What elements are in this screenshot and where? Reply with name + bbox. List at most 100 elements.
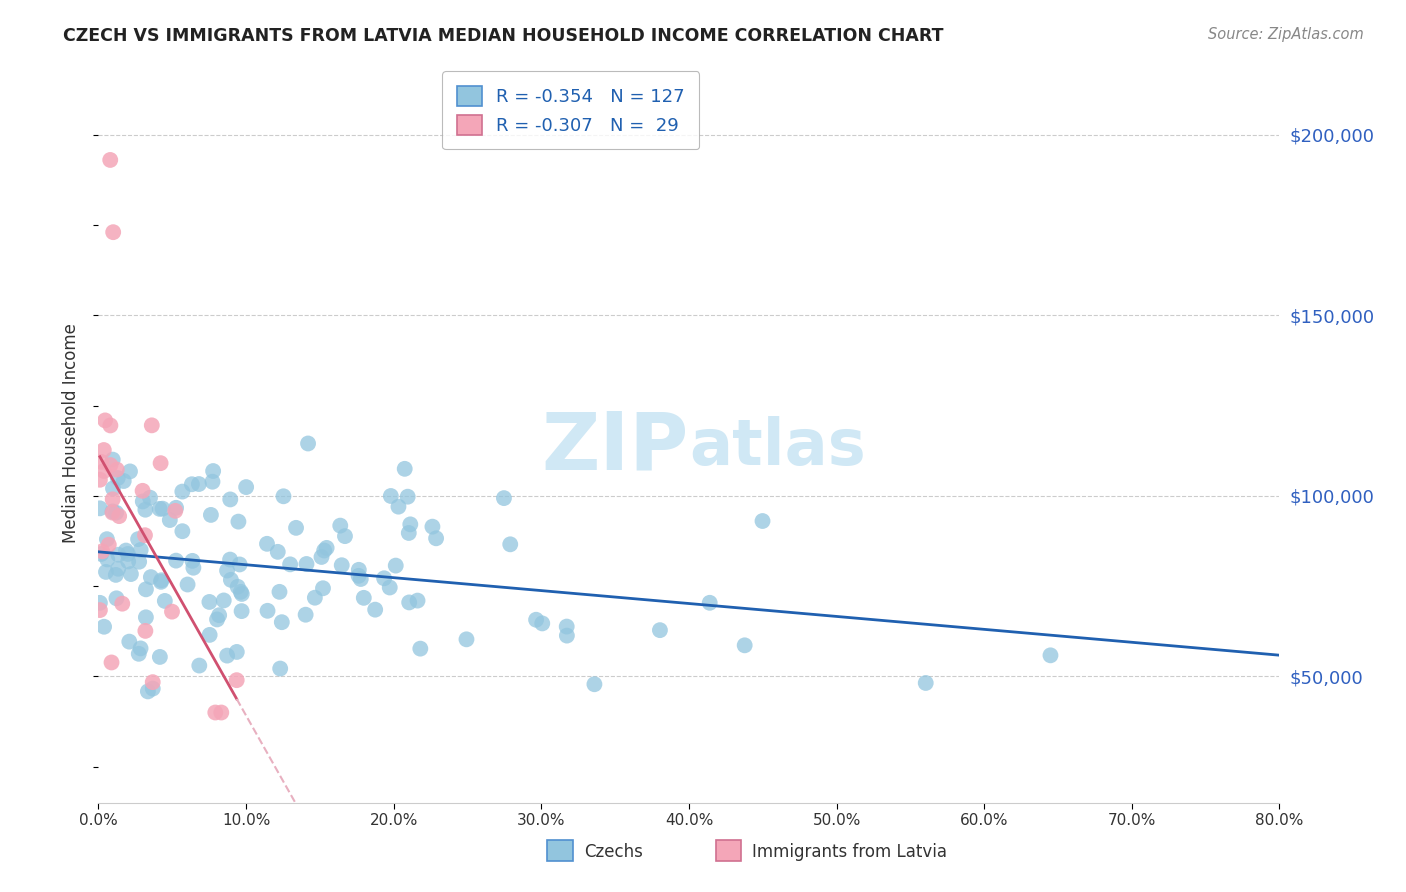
Point <box>90 455 112 469</box>
Point <box>297 436 319 450</box>
Point <box>129 543 152 558</box>
Point <box>353 591 375 605</box>
Point <box>107 548 129 562</box>
Point <box>396 490 419 504</box>
Point <box>120 567 142 582</box>
Point <box>153 594 176 608</box>
Point <box>180 477 202 491</box>
Point <box>188 658 211 673</box>
Point <box>219 552 242 566</box>
Point <box>128 647 150 661</box>
Point <box>751 514 773 528</box>
Point <box>150 574 173 588</box>
Point <box>107 562 129 576</box>
Point <box>201 475 224 489</box>
Point <box>141 418 163 433</box>
Point <box>734 638 756 652</box>
Point <box>115 543 138 558</box>
Point <box>235 480 257 494</box>
Point <box>380 489 402 503</box>
Point <box>97 538 120 552</box>
Point <box>269 662 291 676</box>
Point <box>269 585 291 599</box>
Point <box>278 558 301 572</box>
Point <box>118 464 141 478</box>
Text: ZIP: ZIP <box>541 409 689 486</box>
Point <box>914 676 936 690</box>
Point <box>89 603 111 617</box>
Point <box>384 558 406 573</box>
Point <box>347 569 370 583</box>
Point <box>111 597 134 611</box>
Point <box>219 573 242 587</box>
Point <box>231 587 253 601</box>
Point <box>100 418 122 433</box>
Point <box>406 593 429 607</box>
Point <box>226 580 249 594</box>
Point <box>425 531 447 545</box>
Point <box>93 443 115 458</box>
Point <box>159 513 181 527</box>
Point <box>105 506 128 520</box>
Point <box>202 464 225 478</box>
Point <box>212 593 235 607</box>
Point <box>165 504 187 518</box>
Point <box>131 483 153 498</box>
Point <box>312 581 335 595</box>
Point <box>524 613 547 627</box>
Point <box>93 620 115 634</box>
Point <box>93 464 115 478</box>
Point <box>183 560 205 574</box>
Point <box>217 648 239 663</box>
Point <box>198 595 221 609</box>
Point <box>333 529 356 543</box>
Point <box>101 482 124 496</box>
Point <box>176 577 198 591</box>
Point <box>314 543 336 558</box>
Point <box>583 677 606 691</box>
Point <box>217 564 239 578</box>
Point <box>152 501 174 516</box>
Point <box>139 491 162 505</box>
Point <box>311 549 333 564</box>
Point <box>134 624 156 638</box>
Point <box>208 608 231 623</box>
Point <box>108 509 131 524</box>
Point <box>364 602 387 616</box>
Point <box>285 521 308 535</box>
Point <box>225 645 247 659</box>
Point <box>347 563 370 577</box>
Point <box>165 554 187 568</box>
Point <box>134 502 156 516</box>
Point <box>256 604 278 618</box>
Point <box>101 504 124 518</box>
Point <box>181 554 204 568</box>
Point <box>98 153 121 167</box>
Point <box>103 225 125 239</box>
Point <box>456 632 478 647</box>
Legend: R = -0.354   N = 127, R = -0.307   N =  29: R = -0.354 N = 127, R = -0.307 N = 29 <box>443 71 699 149</box>
Point <box>294 607 316 622</box>
Point <box>555 619 578 633</box>
Point <box>398 525 420 540</box>
Point <box>149 501 172 516</box>
Point <box>531 616 554 631</box>
Point <box>135 610 157 624</box>
Point <box>648 623 671 637</box>
Point <box>105 462 128 476</box>
Point <box>256 537 278 551</box>
Point <box>142 675 165 690</box>
Point <box>209 706 232 720</box>
Point <box>128 555 150 569</box>
Point <box>198 628 221 642</box>
Point <box>422 519 444 533</box>
Point <box>117 554 139 568</box>
Point <box>229 584 252 599</box>
Point <box>350 572 373 586</box>
Point <box>104 567 127 582</box>
Point <box>105 591 128 606</box>
Y-axis label: Median Household Income: Median Household Income <box>62 323 80 542</box>
Point <box>204 706 226 720</box>
Point <box>90 547 112 561</box>
Point <box>132 494 155 508</box>
